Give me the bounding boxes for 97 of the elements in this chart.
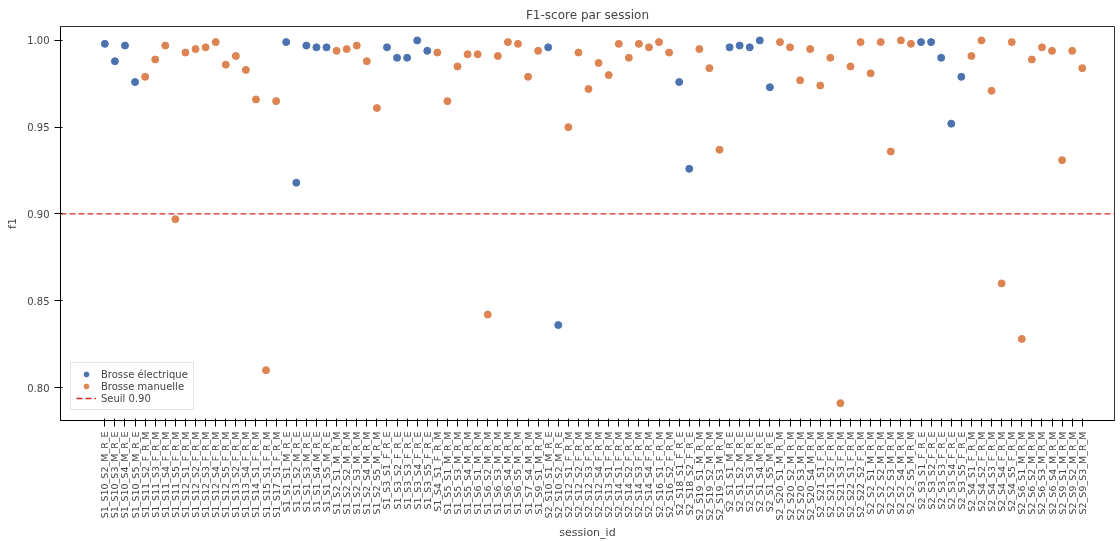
x-tick-label: S1_S14_S1_F_R_M xyxy=(250,431,262,518)
point xyxy=(423,46,432,55)
point xyxy=(554,321,563,330)
x-tick-label: S2_S18_S2_F_R_E xyxy=(683,431,695,516)
point xyxy=(957,72,966,81)
x-tick-label: S2_S6_S1_M_R_M xyxy=(1016,431,1028,515)
y-tick-label: 1.00 xyxy=(27,35,50,47)
x-tick-label: S2_S6_S2_M_R_M xyxy=(1026,431,1038,515)
legend-label: Seuil 0.90 xyxy=(101,392,151,404)
point xyxy=(685,164,694,173)
x-axis-title: session_id xyxy=(559,525,616,539)
x-tick-label: S1_S3_S4_F_R_E xyxy=(411,431,423,510)
x-tick-label: S1_S2_S4_M_R_M xyxy=(361,431,373,515)
x-tick-label: S1_S6_S5_M_R_M xyxy=(512,431,524,515)
point xyxy=(322,43,331,52)
x-tick-label: S1_S11_S3_F_R_M xyxy=(149,431,161,518)
x-tick-label: S2_S3_S2_F_R_E xyxy=(925,431,937,510)
x-tick-label: S1_S7_S4_M_R_M xyxy=(522,431,534,515)
x-tick-label: S2_S2_S3_M_R_M xyxy=(885,431,897,515)
x-tick-label: S2_S21_S1_F_R_M xyxy=(814,431,826,518)
x-tick-label: S2_S14_S3_F_R_M xyxy=(633,431,645,518)
x-tick-label: S1_S2_S3_M_R_M xyxy=(351,431,363,515)
point xyxy=(110,57,119,66)
point xyxy=(393,53,402,62)
x-tick-label: S1_S15_S1_F_R_M xyxy=(260,431,272,518)
x-tick-label: S2_S3_S3_F_R_E xyxy=(935,431,947,510)
x-tick-label: S2_S3_S1_F_R_E xyxy=(915,431,927,510)
x-tick-label: S1_S1_S2_M_R_E xyxy=(290,431,302,513)
x-tick-label: S2_S20_S1_M_R_M xyxy=(774,431,786,521)
point xyxy=(937,53,946,62)
x-tick-label: S1_S13_S4_F_R_M xyxy=(240,431,252,518)
point xyxy=(544,43,553,52)
x-tick-label: S1_S1_S1_M_R_E xyxy=(280,431,292,513)
point xyxy=(745,43,754,52)
x-tick-label: S2_S2_S4_M_R_M xyxy=(895,431,907,515)
x-tick-label: S2_S14_S2_F_R_M xyxy=(623,431,635,518)
x-tick-label: S2_S2_S5_M_R_M xyxy=(905,431,917,515)
y-tick-label: 0.85 xyxy=(27,295,50,307)
x-tick-label: S2_S16_S1_F_R_M xyxy=(653,431,665,518)
x-tick-label: S1_S10_S5_M_R_E xyxy=(129,431,141,519)
point xyxy=(282,38,291,47)
x-tick-label: S1_S10_S3_M_R_E xyxy=(109,431,121,519)
x-tick-label: S1_S11_S4_F_R_M xyxy=(159,431,171,518)
x-tick-label: S1_S10_S2_M_R_E xyxy=(99,431,111,519)
x-tick-label: S1_S2_S5_M_R_M xyxy=(371,431,383,515)
x-tick-label: S1_S3_S2_F_R_E xyxy=(391,431,403,510)
x-tick-label: S1_S6_S4_M_R_M xyxy=(502,431,514,515)
x-tick-label: S1_S10_S4_M_R_E xyxy=(119,431,131,519)
point xyxy=(917,38,926,47)
x-tick-label: S1_S3_S3_F_R_E xyxy=(401,431,413,510)
x-tick-label: S2_S20_S2_M_R_M xyxy=(784,431,796,521)
x-tick-label: S2_S9_S3_M_R_M xyxy=(1076,431,1088,515)
point xyxy=(403,53,412,62)
x-tick-label: S2_S3_S4_F_R_E xyxy=(945,431,957,510)
point xyxy=(131,78,140,87)
chart-title: F1-score par session xyxy=(525,7,650,22)
x-tick-label: S1_S9_S1_M_R_M xyxy=(532,431,544,515)
point xyxy=(765,83,774,92)
point xyxy=(120,41,129,50)
point xyxy=(413,36,422,45)
y-tick-label: 0.95 xyxy=(27,122,50,134)
x-tick-label: S1_S3_S5_F_R_E xyxy=(421,431,433,510)
x-tick-label: S1_S6_S3_M_R_M xyxy=(492,431,504,515)
x-tick-label: S2_S10_S1_M_R_E xyxy=(542,431,554,519)
point xyxy=(100,39,109,48)
point xyxy=(725,43,734,52)
x-tick-label: S2_S6_S4_M_R_M xyxy=(1046,431,1058,515)
x-tick-label: S2_S20_S4_M_R_M xyxy=(804,431,816,521)
x-tick-label: S1_S17_S1_F_R_M xyxy=(270,431,282,518)
point xyxy=(735,41,744,50)
point xyxy=(302,41,311,50)
point xyxy=(927,38,936,47)
point xyxy=(312,43,321,52)
x-tick-label: S2_S9_S1_M_R_M xyxy=(1056,431,1068,515)
legend-label: Brosse électrique xyxy=(101,368,188,380)
x-tick-label: S2_S20_S3_M_R_M xyxy=(794,431,806,521)
x-tick-label: S1_S3_S1_F_R_E xyxy=(381,431,393,510)
point xyxy=(382,43,391,52)
x-tick-label: S2_S10_S2_M_R_E xyxy=(552,431,564,519)
x-tick-label: S1_S13_S2_F_R_M xyxy=(230,431,242,518)
x-tick-label: S2_S1_S4_M_R_E xyxy=(754,431,766,513)
x-tick-label: S2_S14_S4_F_R_M xyxy=(643,431,655,518)
x-tick-label: S2_S1_S5_M_R_E xyxy=(764,431,776,513)
y-tick-label: 0.80 xyxy=(27,382,50,394)
point xyxy=(755,36,764,45)
point xyxy=(675,78,684,87)
x-tick-label: S2_S16_S2_F_R_M xyxy=(663,431,675,518)
x-tick-label: S1_S11_S2_F_R_M xyxy=(139,431,151,518)
x-tick-label: S1_S12_S5_F_R_M xyxy=(220,431,232,518)
x-tick-label: S2_S18_S1_F_R_E xyxy=(673,431,685,516)
point xyxy=(947,119,956,128)
y-axis-title: f1 xyxy=(6,218,20,229)
point xyxy=(292,178,301,187)
y-tick-label: 0.90 xyxy=(27,208,50,220)
x-tick-label: S2_S9_S2_M_R_M xyxy=(1066,431,1078,515)
legend-label: Brosse manuelle xyxy=(101,380,185,392)
x-tick-label: S2_S6_S3_M_R_M xyxy=(1036,431,1048,515)
